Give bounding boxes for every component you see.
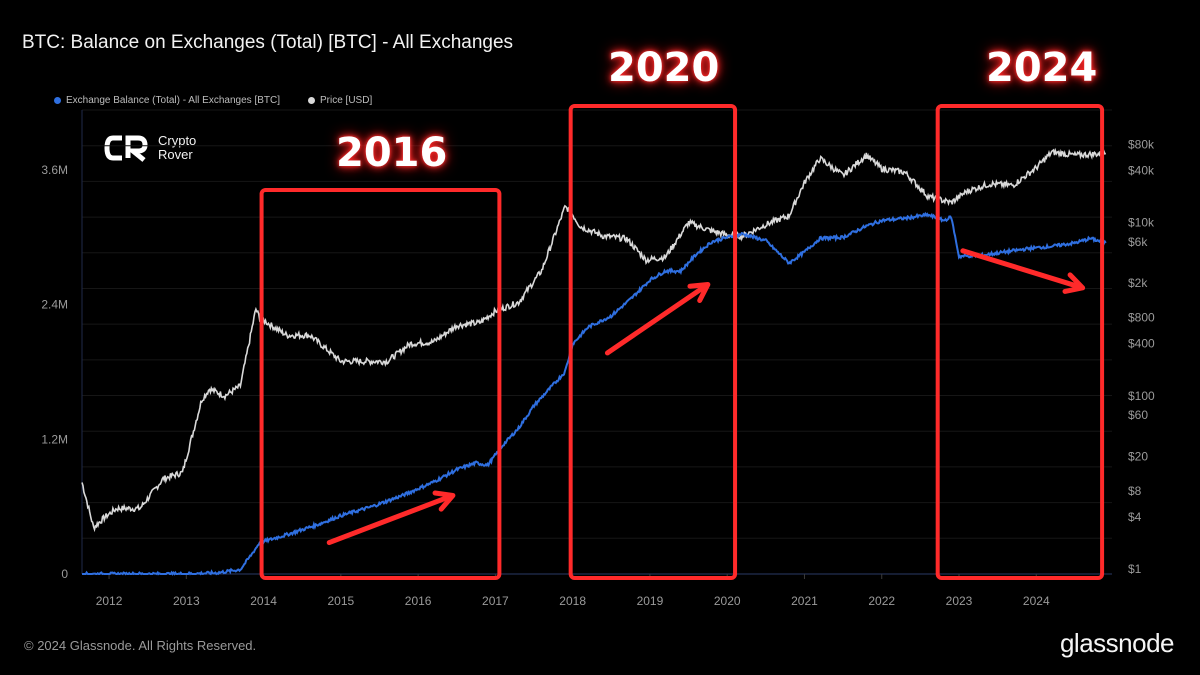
legend-dot-white-icon bbox=[308, 97, 315, 104]
y-right-tick-label: $400 bbox=[1128, 337, 1155, 351]
trend-arrow-up-icon bbox=[326, 490, 456, 546]
x-tick-label: 2024 bbox=[1023, 594, 1050, 608]
logo-line2: Rover bbox=[158, 147, 193, 162]
y-left-tick-label: 2.4M bbox=[41, 298, 68, 312]
y-right-tick-label: $4 bbox=[1128, 510, 1142, 524]
y-left-tick-label: 3.6M bbox=[41, 163, 68, 177]
y-right-tick-label: $2k bbox=[1128, 276, 1148, 290]
y-right-tick-label: $10k bbox=[1128, 216, 1155, 230]
legend-item-exchange-balance[interactable]: Exchange Balance (Total) - All Exchanges… bbox=[54, 95, 280, 106]
y-right-tick-label: $800 bbox=[1128, 311, 1155, 325]
crypto-rover-logo: Crypto Rover bbox=[104, 134, 196, 162]
x-tick-label: 2021 bbox=[791, 594, 818, 608]
y-right-tick-label: $6k bbox=[1128, 235, 1148, 249]
annotation-box-2016 bbox=[259, 188, 502, 580]
x-tick-label: 2017 bbox=[482, 594, 509, 608]
crypto-rover-mark-icon bbox=[104, 135, 148, 162]
x-tick-label: 2023 bbox=[946, 594, 973, 608]
legend-label: Price [USD] bbox=[320, 95, 373, 106]
logo-line1: Crypto bbox=[158, 133, 197, 148]
y-right-tick-label: $100 bbox=[1128, 389, 1155, 403]
y-right-tick-label: $40k bbox=[1128, 163, 1155, 177]
y-left-tick-label: 1.2M bbox=[41, 432, 68, 446]
y-right-tick-label: $20 bbox=[1128, 449, 1148, 463]
y-right-tick-label: $80k bbox=[1128, 137, 1155, 151]
year-label-2024: 2024 bbox=[986, 45, 1098, 91]
x-tick-label: 2015 bbox=[328, 594, 355, 608]
x-tick-label: 2016 bbox=[405, 594, 432, 608]
annotation-box-2024 bbox=[935, 104, 1105, 580]
x-tick-label: 2020 bbox=[714, 594, 741, 608]
chart-legend: Exchange Balance (Total) - All Exchanges… bbox=[54, 95, 372, 106]
x-tick-label: 2019 bbox=[637, 594, 664, 608]
legend-label: Exchange Balance (Total) - All Exchanges… bbox=[66, 95, 280, 106]
exchange-balance-series-line bbox=[82, 211, 1107, 576]
glassnode-brand[interactable]: glassnode bbox=[1059, 628, 1175, 658]
x-tick-label: 2013 bbox=[173, 594, 200, 608]
x-tick-label: 2014 bbox=[250, 594, 277, 608]
legend-item-price[interactable]: Price [USD] bbox=[308, 95, 372, 106]
y-left-tick-label: 0 bbox=[61, 567, 68, 581]
x-tick-label: 2018 bbox=[559, 594, 586, 608]
x-tick-label: 2012 bbox=[96, 594, 123, 608]
y-right-tick-label: $1 bbox=[1128, 562, 1142, 576]
legend-dot-blue-icon bbox=[54, 97, 61, 104]
trend-arrow-down-icon bbox=[960, 248, 1086, 294]
price-series-line bbox=[81, 147, 1107, 533]
year-label-2020: 2020 bbox=[608, 45, 720, 91]
chart-title: BTC: Balance on Exchanges (Total) [BTC] … bbox=[22, 32, 514, 53]
annotation-box-2020 bbox=[568, 104, 738, 580]
y-right-tick-label: $60 bbox=[1128, 408, 1148, 422]
x-tick-label: 2022 bbox=[868, 594, 895, 608]
y-right-tick-label: $8 bbox=[1128, 484, 1142, 498]
year-label-2016: 2016 bbox=[336, 130, 448, 176]
trend-arrow-up-icon bbox=[604, 281, 711, 356]
copyright-footer: © 2024 Glassnode. All Rights Reserved. bbox=[24, 638, 257, 653]
